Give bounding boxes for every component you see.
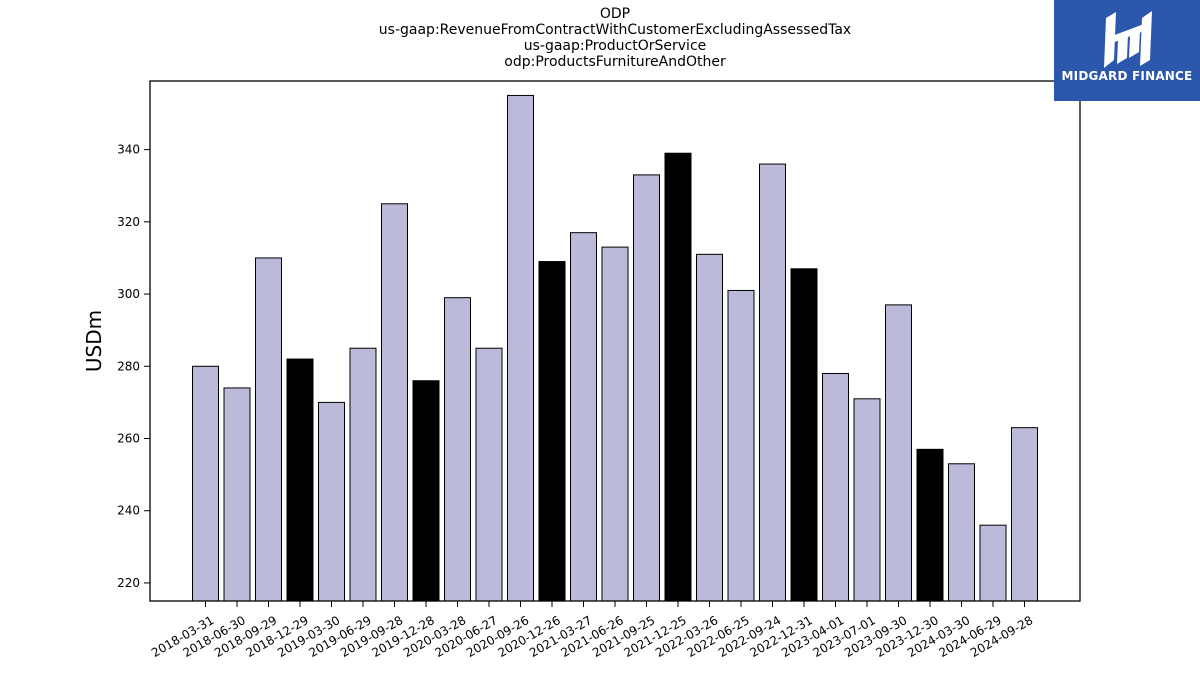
y-tick-label: 220 — [117, 576, 140, 590]
title-line-axis: us-gaap:ProductOrService — [523, 38, 707, 54]
y-tick-label: 260 — [117, 432, 140, 446]
brand-logo: MIDGARD FINANCE — [1054, 0, 1200, 101]
title-line-company: ODP — [599, 6, 631, 22]
y-tick-label: 240 — [117, 504, 140, 518]
bar-2018-12-29 — [286, 358, 314, 602]
bar-2019-09-28 — [381, 203, 408, 602]
chart-title: ODP us-gaap:RevenueFromContractWithCusto… — [150, 6, 1080, 70]
logo-text: MIDGARD FINANCE — [1061, 69, 1193, 83]
bar-2018-06-30 — [223, 387, 251, 602]
y-tick-label: 320 — [117, 215, 140, 229]
bar-2023-09-30 — [885, 304, 912, 602]
y-tick-label: 300 — [117, 287, 140, 301]
bar-2022-03-26 — [696, 253, 723, 602]
bar-2022-12-31 — [790, 268, 818, 602]
bars-group — [192, 94, 1038, 602]
bar-2021-12-25 — [664, 152, 692, 602]
bar-2024-03-30 — [948, 463, 975, 602]
bar-2023-07-01 — [853, 398, 881, 602]
bar-2020-06-27 — [475, 347, 503, 602]
bar-2019-12-28 — [412, 380, 440, 602]
x-axis: 2018-03-312018-06-302018-09-292018-12-29… — [149, 601, 1035, 660]
bar-2021-06-26 — [601, 246, 629, 602]
bar-2022-06-25 — [727, 289, 755, 602]
bar-2020-03-28 — [444, 297, 471, 602]
bar-2021-03-27 — [570, 232, 597, 602]
title-line-member: odp:ProductsFurnitureAndOther — [504, 54, 726, 70]
bar-2019-03-30 — [318, 401, 345, 602]
hm-monogram-logo — [1104, 11, 1152, 68]
y-axis-label: USDm — [82, 310, 106, 372]
bar-2020-12-26 — [538, 261, 566, 602]
plot-frame — [149, 80, 1081, 602]
bar-2018-09-29 — [255, 257, 282, 602]
bar-2024-09-28 — [1011, 427, 1038, 602]
y-tick-label: 340 — [117, 143, 140, 157]
y-tick-label: 280 — [117, 359, 140, 373]
bar-2020-09-26 — [507, 94, 534, 602]
bar-2018-03-31 — [192, 365, 219, 602]
title-line-concept: us-gaap:RevenueFromContractWithCustomerE… — [378, 22, 852, 38]
bar-2021-09-25 — [633, 174, 660, 602]
bar-2024-06-29 — [979, 524, 1007, 602]
bar-2023-04-01 — [822, 373, 849, 602]
y-axis: 220 240 260 280 300 320 340 — [117, 143, 150, 590]
bar-2022-09-24 — [759, 163, 786, 602]
bar-2019-06-29 — [349, 347, 377, 602]
bar-2023-12-30 — [916, 448, 944, 602]
